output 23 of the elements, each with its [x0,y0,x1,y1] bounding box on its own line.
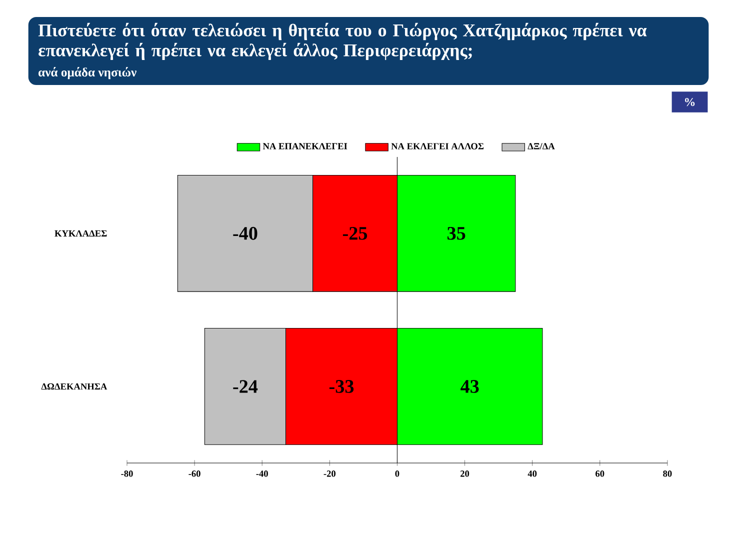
chart-subtitle: ανά ομάδα νησιών [38,67,136,80]
data-label: -24 [233,380,258,393]
legend-label: ΝΑ ΕΠΑΝΕΚΛΕΓΕΙ [262,143,348,150]
data-label: -33 [329,380,354,393]
x-tick-label: -60 [188,470,200,477]
data-label: -40 [233,227,258,240]
text: % [685,98,695,106]
x-tick-label: -40 [256,470,268,477]
x-tick-label: 0 [395,470,400,477]
x-tick-label: -20 [324,470,336,477]
chart-title: Πιστεύετε ότι όταν τελειώσει η θητεία του ο Γιώργος Χατζημάρκος πρέπει να επανεκλεγεί ή πρέπει να εκλεγεί άλλος Περιφερειάρχης; [38,23,647,60]
x-tick-label: -80 [121,470,133,477]
x-tick-label: 40 [528,470,537,477]
legend-label: ΝΑ ΕΚΛΕΓΕΙ ΑΛΛΟΣ [391,143,484,150]
data-label: -25 [342,227,368,240]
data-label: 43 [460,380,479,393]
data-label: 35 [447,227,466,240]
x-tick-label: 20 [460,470,470,477]
x-tick-label: 80 [663,470,672,477]
x-tick-label: 60 [596,470,604,477]
y-tick-label: ΚΥΚΛΑΔΕΣ [54,230,107,237]
legend-label: ΔΞ/ΔΑ [528,143,555,150]
y-tick-label: ΔΩΔΕΚΑΝΗΣΑ [41,383,108,390]
